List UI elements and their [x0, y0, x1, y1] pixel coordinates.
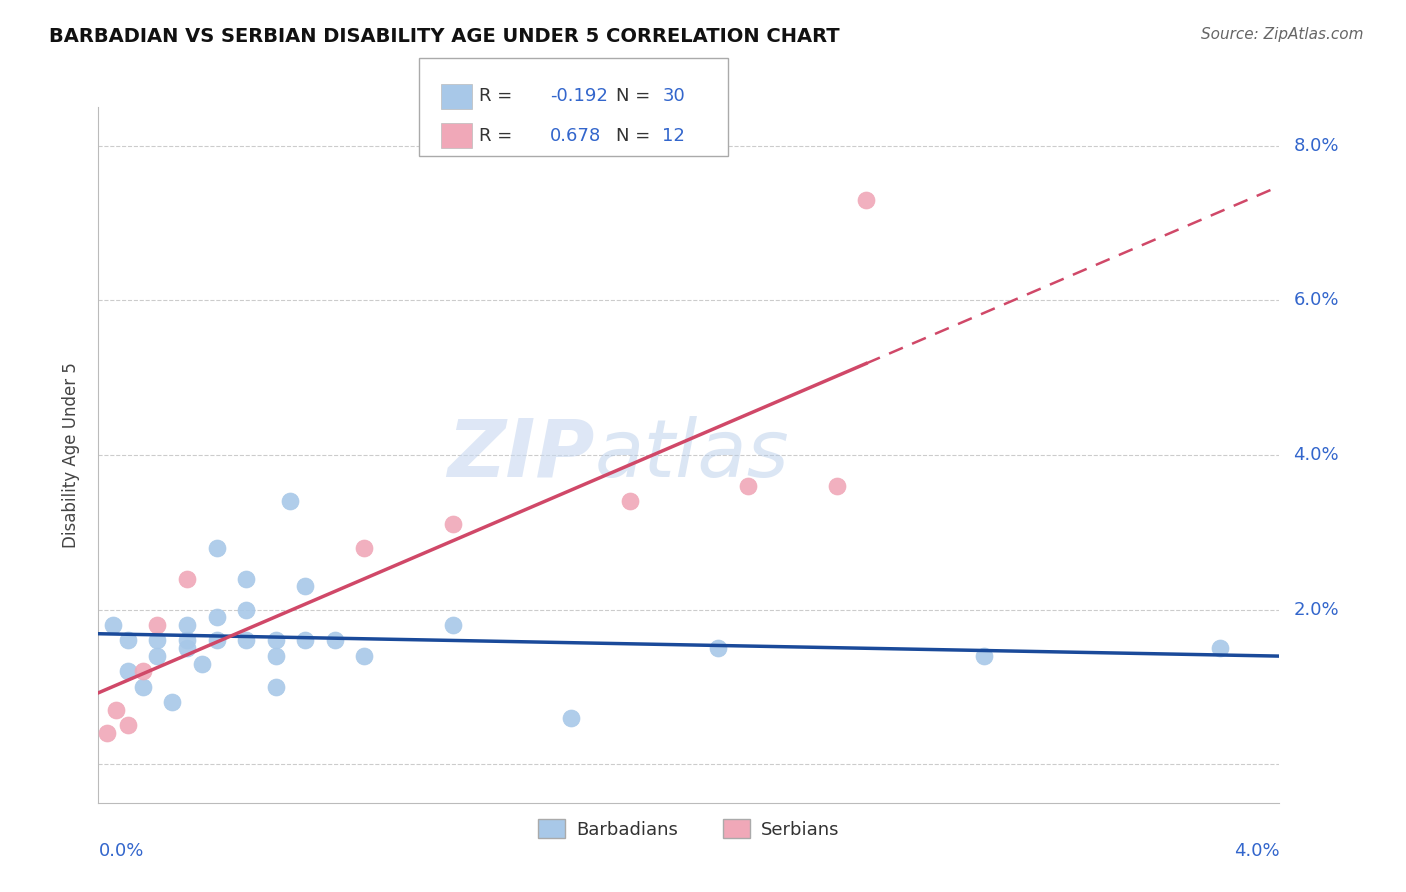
Point — [96, 726, 118, 740]
Text: 12: 12 — [662, 127, 685, 145]
Text: 2.0%: 2.0% — [1294, 600, 1339, 618]
Point — [1209, 641, 1232, 656]
Text: R =: R = — [479, 127, 519, 145]
Text: 6.0%: 6.0% — [1294, 292, 1339, 310]
Point — [353, 648, 375, 663]
Y-axis label: Disability Age Under 5: Disability Age Under 5 — [62, 362, 80, 548]
Point — [132, 665, 155, 679]
Text: 0.0%: 0.0% — [98, 842, 143, 860]
Point — [176, 572, 198, 586]
Point — [323, 633, 346, 648]
Point — [294, 633, 316, 648]
Text: 8.0%: 8.0% — [1294, 136, 1339, 154]
Point — [176, 618, 198, 632]
Point — [103, 618, 125, 632]
Point — [235, 572, 257, 586]
Point — [117, 718, 139, 732]
Point — [132, 680, 155, 694]
Text: N =: N = — [616, 127, 655, 145]
Point — [105, 703, 128, 717]
Point — [205, 633, 228, 648]
Point — [264, 680, 287, 694]
Point — [191, 657, 214, 671]
Legend: Barbadians, Serbians: Barbadians, Serbians — [531, 812, 846, 846]
Text: Source: ZipAtlas.com: Source: ZipAtlas.com — [1201, 27, 1364, 42]
Point — [146, 648, 169, 663]
Text: atlas: atlas — [595, 416, 789, 494]
Text: N =: N = — [616, 87, 655, 105]
Point — [441, 517, 464, 532]
Point — [353, 541, 375, 555]
Point — [280, 494, 302, 508]
Point — [235, 602, 257, 616]
Point — [855, 193, 877, 207]
Point — [973, 648, 995, 663]
Point — [205, 610, 228, 624]
Point — [441, 618, 464, 632]
Point — [176, 641, 198, 656]
Text: ZIP: ZIP — [447, 416, 595, 494]
Point — [264, 648, 287, 663]
Text: 4.0%: 4.0% — [1294, 446, 1339, 464]
Point — [264, 633, 287, 648]
Text: BARBADIAN VS SERBIAN DISABILITY AGE UNDER 5 CORRELATION CHART: BARBADIAN VS SERBIAN DISABILITY AGE UNDE… — [49, 27, 839, 45]
Point — [294, 579, 316, 593]
Point — [162, 695, 183, 709]
Point — [146, 618, 169, 632]
Point — [176, 633, 198, 648]
Point — [825, 479, 848, 493]
Point — [560, 711, 582, 725]
Point — [117, 633, 139, 648]
Point — [707, 641, 730, 656]
Text: 0.678: 0.678 — [550, 127, 600, 145]
Text: -0.192: -0.192 — [550, 87, 607, 105]
Point — [619, 494, 641, 508]
Point — [205, 541, 228, 555]
Point — [146, 633, 169, 648]
Point — [235, 633, 257, 648]
Text: 4.0%: 4.0% — [1234, 842, 1279, 860]
Point — [737, 479, 759, 493]
Text: R =: R = — [479, 87, 519, 105]
Point — [117, 665, 139, 679]
Text: 30: 30 — [662, 87, 685, 105]
